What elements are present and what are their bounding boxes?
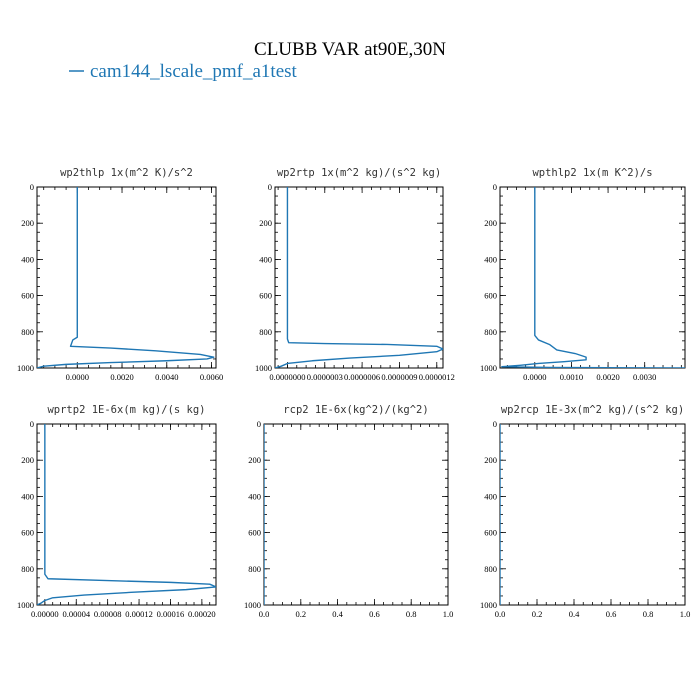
y-tick-label: 200 (484, 455, 497, 465)
plot-frame (263, 423, 449, 606)
y-tick-label: 400 (484, 491, 497, 501)
plot-frame (36, 186, 217, 369)
y-tick-label: 600 (21, 528, 34, 538)
y-tick-label: 1000 (480, 600, 497, 610)
x-tick-label: 0.0030 (633, 372, 656, 382)
series-line (37, 187, 215, 368)
x-tick-label: 0.6 (369, 609, 380, 619)
y-tick-label: 400 (248, 491, 261, 501)
y-tick-label: 0 (30, 419, 34, 429)
panel-6: wp2rcp 1E-3x(m^2 kg)/(s^2 kg) 0.0 0.2 0.4 0.… (480, 404, 690, 619)
x-tick-label: 1.0 (443, 609, 454, 619)
x-tick-label: 0.0060 (200, 372, 223, 382)
y-tick-label: 400 (21, 254, 34, 264)
y-tick-label: 200 (21, 218, 34, 228)
y-tick-label: 600 (259, 291, 272, 301)
x-tick-label: 0.00000 (31, 609, 59, 619)
panel-title: wp2rcp 1E-3x(m^2 kg)/(s^2 kg) (501, 404, 684, 416)
panel-5: rcp2 1E-6x(kg^2)/(kg^2) 0.0 0.2 0.4 0.6 0.8 1.… (244, 404, 453, 619)
y-tick-label: 600 (248, 528, 261, 538)
figure-title: CLUBB VAR at90E,30N (254, 39, 446, 60)
legend-label: cam144_lscale_pmf_a1test (90, 61, 298, 82)
panel-1: wp2thlp 1x(m^2 K)/s^2 0.0000 0.0020 0.0040 0… (17, 167, 223, 382)
panel-title: wp2rtp 1x(m^2 kg)/(s^2 kg) (277, 167, 441, 179)
y-tick-label: 200 (248, 455, 261, 465)
panel-title: wpthlp2 1x(m K^2)/s (532, 167, 652, 179)
x-tick-label: 0.0 (495, 609, 506, 619)
x-tick-label: 1.0 (680, 609, 691, 619)
y-tick-label: 0 (268, 182, 272, 192)
panels: wp2thlp 1x(m^2 K)/s^20.0000 0.0020 0.0040 0… (17, 167, 690, 619)
x-tick-label: 0.6 (606, 609, 617, 619)
y-tick-label: 800 (484, 564, 497, 574)
x-tick-label: 0.8 (643, 609, 654, 619)
panel-title: wprtp2 1E-6x(m kg)/(s kg) (47, 404, 205, 416)
y-tick-label: 1000 (480, 363, 497, 373)
y-tick-label: 1000 (17, 600, 34, 610)
series-line (275, 187, 443, 368)
y-tick-label: 600 (21, 291, 34, 301)
series-line (37, 424, 216, 605)
x-tick-label: 0.4 (569, 609, 580, 619)
y-tick-label: 800 (259, 327, 272, 337)
x-tick-label: 0.00004 (62, 609, 90, 619)
x-tick-label: 0.00020 (188, 609, 216, 619)
y-tick-label: 0 (493, 419, 497, 429)
x-tick-label: 0.0000012 (419, 372, 455, 382)
plot-frame (499, 186, 686, 369)
panel-3: wpthlp2 1x(m K^2)/s 0.0000 0.0010 0.0020 0.0… (480, 167, 686, 382)
x-tick-label: 0.00008 (94, 609, 122, 619)
y-tick-label: 0 (257, 419, 261, 429)
panel-title: rcp2 1E-6x(kg^2)/(kg^2) (283, 404, 428, 416)
x-tick-label: 0.0000 (523, 372, 546, 382)
y-tick-label: 0 (30, 182, 34, 192)
y-tick-label: 200 (21, 455, 34, 465)
panel-2: wp2rtp 1x(m^2 kg)/(s^2 kg)0.0000000 0.000… (255, 167, 455, 382)
y-tick-label: 600 (484, 291, 497, 301)
plot-frame (274, 186, 444, 369)
x-tick-label: 0.0020 (596, 372, 619, 382)
x-tick-label: 0.0040 (155, 372, 178, 382)
x-tick-label: 0.2 (532, 609, 543, 619)
y-tick-label: 400 (259, 254, 272, 264)
y-tick-label: 1000 (17, 363, 34, 373)
y-tick-label: 1000 (244, 600, 261, 610)
y-tick-label: 600 (484, 528, 497, 538)
x-tick-label: 0.0000 (66, 372, 89, 382)
plot-frame (36, 423, 217, 606)
legend: cam144_lscale_pmf_a1test (69, 61, 298, 82)
y-tick-label: 400 (484, 254, 497, 264)
x-tick-label: 0.0000000 (269, 372, 305, 382)
x-tick-label: 0.00012 (125, 609, 153, 619)
series-line (501, 187, 685, 368)
y-tick-label: 800 (248, 564, 261, 574)
y-tick-label: 400 (21, 491, 34, 501)
panel-4: wprtp2 1E-6x(m kg)/(s kg) 0.00000 0.00004 0… (17, 404, 217, 619)
x-tick-label: 0.0010 (560, 372, 583, 382)
x-tick-label: 0.0000009 (381, 372, 417, 382)
y-tick-label: 200 (484, 218, 497, 228)
y-tick-label: 1000 (255, 363, 272, 373)
x-tick-label: 0.0020 (110, 372, 133, 382)
x-tick-label: 0.0 (259, 609, 270, 619)
x-tick-label: 0.4 (332, 609, 343, 619)
x-tick-label: 0.0000003 (307, 372, 343, 382)
panel-title: wp2thlp 1x(m^2 K)/s^2 (60, 167, 193, 179)
x-tick-label: 0.8 (406, 609, 417, 619)
x-tick-label: 0.2 (295, 609, 306, 619)
y-tick-label: 800 (21, 564, 34, 574)
x-tick-label: 0.00016 (157, 609, 185, 619)
y-tick-label: 800 (21, 327, 34, 337)
plot-frame (499, 423, 686, 606)
y-tick-label: 0 (493, 182, 497, 192)
y-tick-label: 800 (484, 327, 497, 337)
x-tick-label: 0.0000006 (344, 372, 380, 382)
y-tick-label: 200 (259, 218, 272, 228)
